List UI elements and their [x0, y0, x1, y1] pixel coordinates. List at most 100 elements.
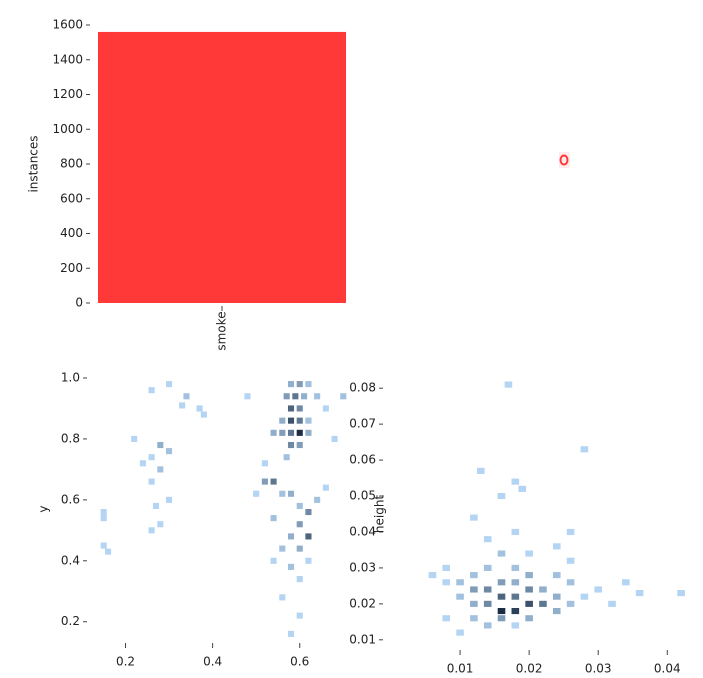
y-axis-label: height	[373, 495, 387, 534]
hist-cell	[470, 586, 478, 593]
hist-cell	[283, 454, 290, 461]
hist-cell	[470, 615, 478, 622]
hist-cell	[157, 441, 164, 449]
hist-cell	[525, 600, 533, 607]
hist-cell	[270, 515, 277, 522]
hist-cell	[279, 490, 286, 497]
hist-cell	[470, 514, 478, 521]
x-tick-label: 0.03	[585, 662, 612, 676]
hist-cell	[279, 429, 286, 436]
x-tick-label: 0.02	[516, 662, 543, 676]
hist-cell	[296, 405, 303, 412]
hist-cell	[296, 612, 303, 619]
y-tick-label: 1000	[52, 122, 83, 136]
hist-cell	[314, 496, 321, 503]
hist-cell	[322, 405, 329, 412]
hist-cell	[296, 521, 303, 528]
hist-cell	[296, 429, 303, 436]
hist-cell	[296, 502, 303, 509]
hist-cell	[497, 579, 506, 586]
hist-cell	[525, 615, 533, 622]
hist-cell	[283, 393, 290, 400]
hist-cell	[552, 593, 561, 600]
hist-cell	[305, 417, 312, 424]
hist-cell	[456, 629, 464, 636]
y-tick-label: 1400	[52, 52, 83, 66]
hist-cell	[287, 417, 295, 424]
hist-cell	[428, 572, 437, 579]
hist-cell	[305, 509, 312, 516]
hist-cell	[511, 564, 520, 571]
hist-cell	[152, 502, 160, 509]
hist-cell	[552, 572, 561, 579]
box-overlay	[559, 152, 570, 168]
hist-cell	[261, 478, 268, 485]
x-tick-label: 0.01	[447, 662, 474, 676]
hist-cell	[305, 429, 312, 436]
hist-cell	[148, 454, 155, 461]
y-tick-label: 0.04	[349, 524, 376, 538]
hist-cell	[100, 515, 107, 522]
hist-cell	[442, 615, 451, 622]
hist-cell	[131, 435, 138, 442]
hist-cell	[279, 417, 286, 424]
hist-cell	[261, 460, 268, 467]
hist-cell	[270, 429, 277, 436]
hist-cell	[179, 402, 186, 409]
hist-cell	[166, 496, 173, 503]
hist-cell	[287, 533, 295, 540]
hist-cell	[677, 590, 685, 597]
hist-cell	[287, 429, 295, 436]
hist-cell	[622, 579, 630, 586]
y-tick-label: 0	[75, 296, 83, 310]
hist-cell	[511, 528, 520, 536]
hist-cell	[566, 579, 575, 586]
y-tick-label: 0.07	[349, 417, 376, 431]
hist-cell	[580, 446, 589, 453]
hist-cell	[287, 381, 295, 388]
hist-cell	[314, 393, 321, 400]
hist-cell	[442, 564, 451, 571]
y-tick-label: 400	[60, 226, 83, 240]
hist-cell	[566, 528, 575, 536]
y-tick-label: 600	[60, 191, 83, 205]
hist-cell	[511, 622, 520, 629]
hist-cell	[100, 542, 107, 549]
hist-cell	[305, 381, 312, 388]
y-tick-label: 0.8	[61, 431, 80, 445]
hist-cell	[442, 579, 451, 586]
hist-cell	[100, 509, 107, 516]
y-tick-label: 800	[60, 157, 83, 171]
hist-cell	[287, 630, 295, 637]
hist-cell	[340, 393, 347, 400]
hist-cell	[483, 622, 492, 629]
y-tick-label: 0.05	[349, 489, 376, 503]
hist-cell	[525, 550, 533, 557]
hist-cell	[470, 572, 478, 579]
y-tick-label: 0.4	[61, 553, 80, 567]
hist-cell	[296, 545, 303, 552]
y-tick-label: 200	[60, 261, 83, 275]
y-axis-label: y	[37, 505, 51, 512]
hist-cell	[331, 435, 338, 442]
hist-cell	[525, 572, 533, 579]
hist-cell	[301, 393, 308, 400]
y-tick-label: 0.6	[61, 492, 80, 506]
hist-cell	[580, 593, 589, 600]
hist-cell	[296, 576, 303, 583]
hist-cell	[305, 533, 312, 540]
y-axis-label: instances	[27, 135, 41, 192]
hist-cell	[279, 545, 286, 552]
hist-cell	[594, 586, 603, 593]
y-tick-label: 0.08	[349, 381, 376, 395]
y-tick-label: 1600	[52, 18, 83, 32]
hist-cell	[292, 393, 299, 400]
hist-cell	[196, 405, 203, 412]
x-tick-label: 0.2	[116, 655, 135, 669]
hist-cell	[511, 478, 520, 485]
x-tick-label: 0.6	[290, 655, 309, 669]
hist-cell	[539, 586, 547, 593]
hist-cell	[296, 381, 303, 388]
hist-cell	[200, 411, 207, 418]
hist-cell	[456, 579, 464, 586]
